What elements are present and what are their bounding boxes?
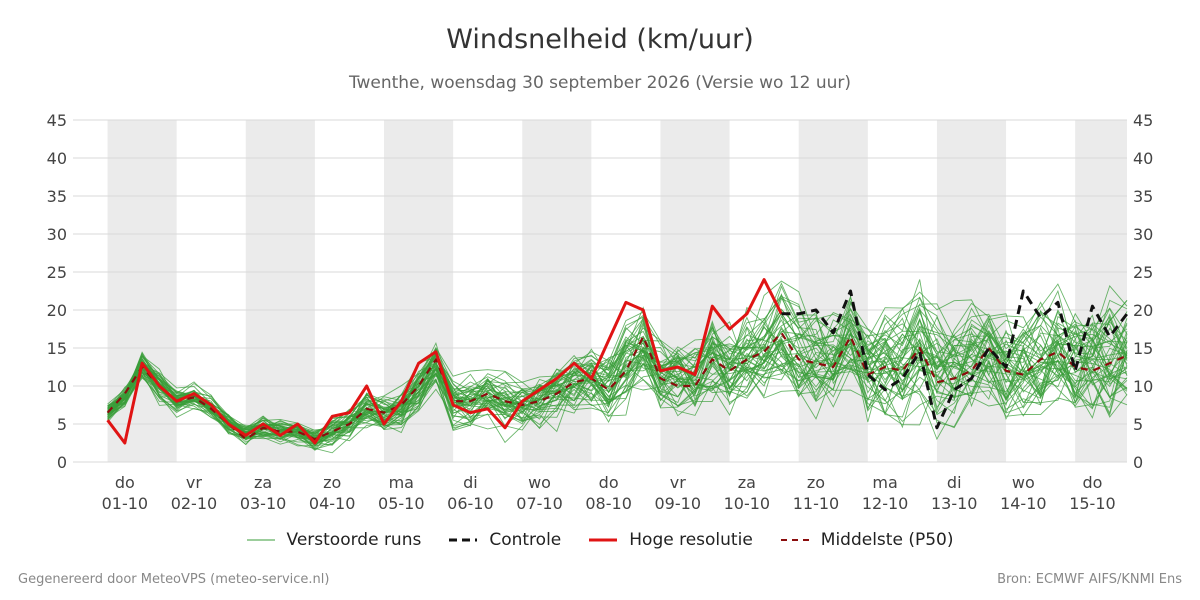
ensemble-member-line <box>107 291 1128 440</box>
x-tick-date: 03-10 <box>240 494 287 513</box>
control-line <box>781 289 1129 430</box>
x-tick-date: 06-10 <box>447 494 494 513</box>
ensemble-member-line <box>107 304 1128 446</box>
legend-swatch-control <box>449 538 478 542</box>
x-tick-day: ma <box>389 473 414 492</box>
x-tick-day: di <box>947 473 962 492</box>
x-tick-day: ma <box>872 473 897 492</box>
ensemble-member-line <box>107 310 1128 440</box>
y-tick-label: 0 <box>57 453 67 472</box>
night-band <box>798 120 868 462</box>
y-tick-label: 5 <box>57 415 67 434</box>
y-tick-label: 15 <box>47 339 67 358</box>
ensemble-member-line <box>107 308 1128 443</box>
x-axis: do 01-10 vr 02-10 za 03-10 zo 04-10 ma 05-10 di 06-… <box>102 473 1116 513</box>
x-tick-day: za <box>254 473 272 492</box>
legend-label-median: Middelste (P50) <box>820 530 954 550</box>
legend: Verstoorde runs Controle Hoge resolutie … <box>0 530 1200 550</box>
y-tick-label: 40 <box>47 149 67 168</box>
x-tick-date: 08-10 <box>585 494 632 513</box>
legend-item-control[interactable]: Controle <box>449 530 561 550</box>
x-tick-date: 13-10 <box>931 494 978 513</box>
x-tick-date: 11-10 <box>793 494 840 513</box>
ensemble-member-line <box>107 295 1128 451</box>
y-tick-label: 40 <box>1133 149 1153 168</box>
x-tick-day: za <box>738 473 756 492</box>
night-band <box>936 120 1007 462</box>
median-line <box>106 331 1128 441</box>
x-tick-date: 10-10 <box>724 494 771 513</box>
x-tick-date: 14-10 <box>1000 494 1047 513</box>
x-tick-day: wo <box>1012 473 1035 492</box>
ensemble-member-line <box>107 307 1128 447</box>
legend-label-hires: Hoge resolutie <box>629 530 753 550</box>
legend-item-hires[interactable]: Hoge resolutie <box>589 530 753 550</box>
x-tick-day: vr <box>186 473 202 492</box>
night-band <box>660 120 730 462</box>
ensemble-member-line <box>107 317 1128 442</box>
chart-title: Windsnelheid (km/uur) <box>446 24 754 55</box>
x-tick-day: wo <box>528 473 551 492</box>
x-tick-date: 15-10 <box>1069 494 1116 513</box>
x-tick-day: do <box>1082 473 1102 492</box>
legend-item-median[interactable]: Middelste (P50) <box>780 530 954 550</box>
y-tick-label: 10 <box>1133 377 1153 396</box>
night-band <box>1075 120 1127 462</box>
ensemble-member-line <box>107 319 1128 439</box>
y-tick-label: 20 <box>47 301 67 320</box>
y-tick-label: 0 <box>1133 453 1143 472</box>
y-tick-label: 25 <box>47 263 67 282</box>
x-tick-date: 12-10 <box>862 494 909 513</box>
y-axis-left: 0 5 10 15 20 25 30 35 40 45 <box>47 111 67 472</box>
chart-subtitle: Twenthe, woensdag 30 september 2026 (Ver… <box>348 73 852 93</box>
legend-item-ensemble[interactable]: Verstoorde runs <box>246 530 422 550</box>
data-source: Bron: ECMWF AIFS/KNMI Ens <box>997 572 1182 587</box>
x-tick-date: 04-10 <box>309 494 356 513</box>
y-tick-label: 30 <box>1133 225 1153 244</box>
x-tick-day: zo <box>323 473 341 492</box>
y-axis-right: 0 5 10 15 20 25 30 35 40 45 <box>1133 111 1153 472</box>
generator-credit: Gegenereerd door MeteoVPS (meteo-service… <box>18 572 330 587</box>
hires-line <box>106 278 783 445</box>
y-tick-label: 35 <box>1133 187 1153 206</box>
x-tick-day: do <box>599 473 619 492</box>
y-tick-label: 45 <box>1133 111 1153 130</box>
legend-swatch-ensemble <box>246 539 275 541</box>
y-tick-label: 10 <box>47 377 67 396</box>
x-tick-date: 05-10 <box>378 494 425 513</box>
night-bands <box>107 120 1127 462</box>
x-tick-day: di <box>463 473 478 492</box>
x-tick-day: do <box>115 473 135 492</box>
legend-swatch-hires <box>589 538 618 542</box>
x-tick-date: 07-10 <box>516 494 563 513</box>
y-tick-label: 20 <box>1133 301 1153 320</box>
legend-label-ensemble: Verstoorde runs <box>286 530 422 550</box>
y-tick-label: 45 <box>47 111 67 130</box>
ensemble-member-line <box>107 306 1128 439</box>
main-lines <box>106 278 1129 445</box>
y-tick-label: 15 <box>1133 339 1153 358</box>
x-tick-day: vr <box>670 473 686 492</box>
legend-label-control: Controle <box>489 530 562 550</box>
y-tick-label: 35 <box>47 187 67 206</box>
y-tick-label: 30 <box>47 225 67 244</box>
x-tick-date: 09-10 <box>655 494 702 513</box>
y-tick-label: 5 <box>1133 415 1143 434</box>
x-tick-date: 02-10 <box>171 494 218 513</box>
y-tick-label: 25 <box>1133 263 1153 282</box>
legend-swatch-median <box>780 539 809 541</box>
x-tick-date: 01-10 <box>102 494 149 513</box>
x-tick-day: zo <box>807 473 825 492</box>
night-band <box>245 120 315 462</box>
